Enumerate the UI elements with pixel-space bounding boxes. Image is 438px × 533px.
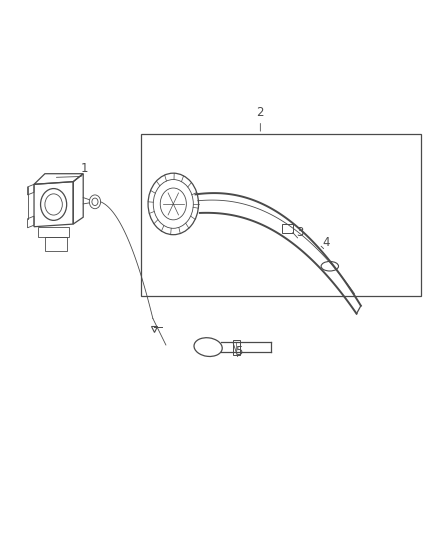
Text: 3: 3 (296, 225, 303, 239)
Text: 2: 2 (257, 106, 264, 119)
Bar (233, 340, 240, 354)
Text: 1: 1 (80, 162, 88, 175)
Text: 4: 4 (322, 236, 329, 249)
Bar (141, 134, 421, 296)
Text: 5: 5 (235, 345, 242, 358)
